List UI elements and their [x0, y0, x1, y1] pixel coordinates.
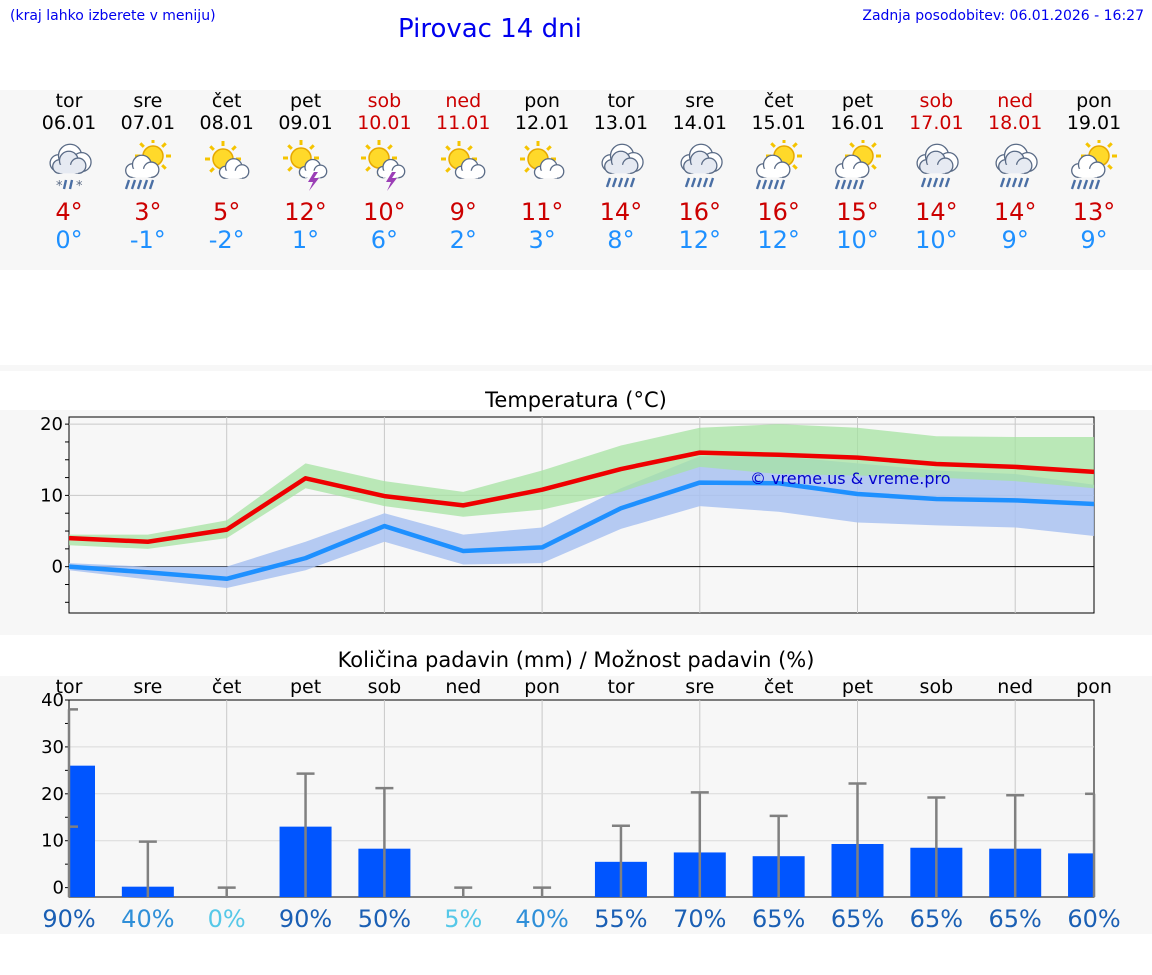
sun-cloud-icon	[436, 140, 490, 194]
day-date: 11.01	[436, 112, 491, 134]
day-name: ned	[997, 90, 1034, 112]
min-temperature: 10°	[915, 226, 958, 254]
min-temperature: 2°	[449, 226, 477, 254]
precipitation-chart-title: Količina padavin (mm) / Možnost padavin …	[337, 648, 815, 672]
max-temperature: 3°	[134, 198, 162, 226]
max-temperature: 16°	[757, 198, 800, 226]
day-name: tor	[607, 90, 635, 112]
page-title: Pirovac 14 dni	[398, 14, 582, 44]
last-update: Zadnja posodobitev: 06.01.2026 - 16:27	[862, 8, 1144, 24]
day-name: sob	[367, 90, 402, 112]
sun-storm-icon	[279, 140, 333, 194]
day-date: 08.01	[199, 112, 254, 134]
min-temperature: 12°	[678, 226, 722, 254]
day-date: 19.01	[1066, 112, 1122, 134]
sun-cloud-rain-icon	[121, 138, 175, 194]
min-temperature: -2°	[208, 226, 245, 254]
min-temperature: 6°	[370, 226, 399, 254]
min-temperature: 3°	[528, 226, 556, 254]
sun-cloud-rain-icon	[1067, 138, 1121, 194]
day-date: 10.01	[357, 112, 412, 134]
day-name: čet	[763, 90, 794, 112]
day-name: tor	[55, 90, 83, 112]
sun-cloud-icon	[515, 140, 569, 194]
region-menu-hint[interactable]: (kraj lahko izberete v meniju)	[10, 8, 216, 24]
min-temperature: 9°	[1080, 226, 1108, 254]
day-name: pon	[524, 90, 560, 112]
cloud-rain-icon	[988, 140, 1042, 194]
cloud-rain-icon	[594, 140, 648, 194]
min-temperature: 0°	[55, 226, 83, 254]
max-temperature: 14°	[993, 198, 1037, 226]
sun-cloud-icon	[200, 140, 254, 194]
min-temperature: 12°	[757, 226, 800, 254]
cloud-rain-icon	[909, 140, 963, 194]
divider	[0, 365, 1152, 371]
svg-text:*: *	[56, 179, 63, 194]
min-temperature: 1°	[291, 226, 320, 254]
max-temperature: 14°	[915, 198, 958, 226]
day-date: 09.01	[278, 112, 333, 134]
day-date: 15.01	[751, 112, 806, 134]
temperature-chart-title: Temperatura (°C)	[485, 388, 667, 412]
max-temperature: 16°	[678, 198, 722, 226]
precipitation-panel	[0, 676, 1152, 934]
day-name: pon	[1076, 90, 1112, 112]
day-name: pet	[841, 90, 874, 112]
day-name: sob	[919, 90, 954, 112]
day-date: 17.01	[909, 112, 964, 134]
day-name: pet	[289, 90, 322, 112]
temperature-panel	[0, 410, 1152, 635]
min-temperature: -1°	[129, 226, 166, 254]
sun-cloud-rain-icon	[752, 138, 806, 194]
day-date: 06.01	[41, 112, 97, 134]
day-date: 18.01	[987, 112, 1043, 134]
max-temperature: 14°	[599, 198, 643, 226]
max-temperature: 12°	[284, 198, 327, 226]
cloud-snow-icon: * *	[42, 140, 96, 194]
min-temperature: 9°	[1001, 226, 1029, 254]
min-temperature: 10°	[836, 226, 879, 254]
max-temperature: 4°	[55, 198, 83, 226]
max-temperature: 10°	[363, 198, 406, 226]
max-temperature: 5°	[213, 198, 241, 226]
min-temperature: 8°	[607, 226, 635, 254]
sun-cloud-rain-icon	[831, 138, 885, 194]
day-name: ned	[445, 90, 482, 112]
forecast-strip: tor 06.01 * * 4° 0° sre 07.01 3° -1° čet 08.01 5°…	[0, 90, 1152, 270]
day-name: čet	[211, 90, 242, 112]
svg-text:*: *	[76, 179, 83, 194]
day-name: sre	[133, 90, 163, 112]
day-date: 14.01	[672, 112, 727, 134]
day-date: 13.01	[593, 112, 649, 134]
max-temperature: 13°	[1072, 198, 1116, 226]
sun-storm-icon	[357, 140, 411, 194]
max-temperature: 15°	[836, 198, 879, 226]
day-date: 16.01	[830, 112, 885, 134]
day-name: sre	[685, 90, 715, 112]
max-temperature: 9°	[449, 198, 477, 226]
cloud-rain-icon	[673, 140, 727, 194]
day-date: 07.01	[120, 112, 176, 134]
max-temperature: 11°	[520, 198, 564, 226]
day-date: 12.01	[514, 112, 570, 134]
